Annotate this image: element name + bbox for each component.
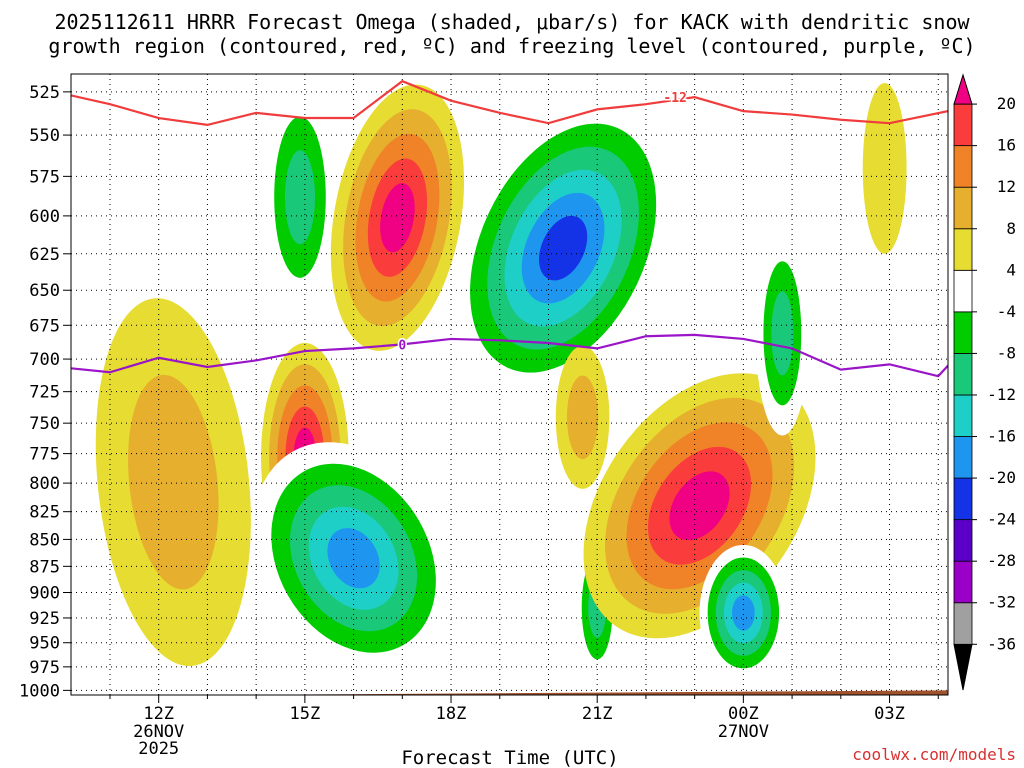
colorbar-box [953, 436, 973, 479]
colorbar-box [953, 477, 973, 521]
colorbar-label: -36 [987, 634, 1016, 653]
y-tick-label: 825 [29, 503, 60, 523]
omega-region-band-15z-upper [263, 82, 337, 312]
freezing-contour-label: 0 [398, 338, 406, 353]
terrain-strip [71, 690, 948, 695]
omega-region-rise-02z [862, 82, 907, 254]
x-tick-label: 03Z [874, 704, 905, 724]
freezing-contour [71, 333, 948, 378]
credit-text: coolwx.com/models [852, 745, 1016, 764]
x-tick-date: 27NOV [718, 722, 769, 742]
omega-contour-level [380, 183, 415, 253]
x-tick-label: 18Z [436, 704, 467, 724]
colorbar-label: 8 [1006, 219, 1016, 238]
colorbar-box [953, 602, 973, 645]
colorbar-box [953, 269, 973, 313]
omega-region-sink-16z [252, 442, 455, 675]
colorbar-label: -8 [997, 343, 1016, 362]
y-tick-label: 850 [29, 530, 60, 550]
y-tick-label: 650 [29, 281, 60, 301]
y-tick-label: 775 [29, 445, 60, 465]
y-tick-label: 675 [29, 316, 60, 336]
omega-region-sink-00z-upper [755, 231, 810, 436]
omega-region-band-17z-upper [330, 84, 465, 351]
omega-region-sink-20z [452, 100, 674, 396]
x-tick-label: 12Z [143, 704, 174, 724]
y-tick-label: 975 [29, 658, 60, 678]
colorbar-box [953, 145, 973, 188]
y-tick-label: 525 [29, 83, 60, 103]
x-tick-label: 15Z [290, 704, 321, 724]
omega-contour-level [128, 374, 219, 590]
omega-contour-level [771, 291, 794, 376]
x-tick-date: 26NOV [133, 722, 184, 742]
y-tick-label: 725 [29, 383, 60, 403]
colorbar-box [953, 186, 973, 230]
omega-contour-level [566, 375, 599, 460]
omega-region-sink-00z [699, 544, 788, 682]
omega-region-early-rise-12z [95, 298, 251, 667]
colorbar-box [953, 560, 973, 604]
omega-contour-level [284, 150, 316, 245]
colorbar-label: -32 [987, 593, 1016, 612]
colorbar-label: 16 [997, 136, 1016, 155]
colorbar-triangle-high [953, 73, 973, 105]
omega-contour-level [862, 82, 907, 254]
omega-contour-level [669, 471, 730, 541]
colorbar-label: 20 [997, 94, 1016, 113]
y-tick-label: 750 [29, 414, 60, 434]
colorbar-label: -12 [987, 385, 1016, 404]
colorbar: -36 -32 -28 -24 -20 -16 -12 -8 -4 4 8 12 16 20 [953, 73, 1016, 691]
colorbar-box [953, 519, 973, 562]
colorbar-box [953, 228, 973, 271]
y-tick-label: 600 [29, 207, 60, 227]
colorbar-label: -28 [987, 551, 1016, 570]
omega-contour-level [327, 528, 380, 589]
omega-contour-level [538, 215, 588, 281]
y-tick-label: 700 [29, 350, 60, 370]
x-tick-label: 00Z [728, 704, 759, 724]
chart-title-line2: growth region (contoured, red, ºC) and f… [48, 34, 975, 58]
colorbar-label: -4 [997, 302, 1016, 321]
omega-region-sink-04z [879, 471, 948, 682]
colorbar-box [953, 103, 973, 147]
colorbar-label: -20 [987, 468, 1016, 487]
y-tick-label: 900 [29, 584, 60, 604]
y-tick-label: 875 [29, 557, 60, 577]
omega-contour-level [879, 471, 948, 682]
colorbar-box [953, 394, 973, 437]
omega-contour-level [731, 595, 755, 631]
dendritic-contour [71, 79, 948, 127]
colorbar-label: -16 [987, 427, 1016, 446]
y-tick-label: 625 [29, 245, 60, 265]
colorbar-box [953, 311, 973, 354]
x-tick-year: 2025 [138, 739, 179, 759]
y-tick-label: 575 [29, 167, 60, 187]
colorbar-label: -24 [987, 510, 1016, 529]
x-tick-label: 21Z [582, 704, 613, 724]
y-tick-label: 950 [29, 634, 60, 654]
plot-frame [70, 73, 949, 696]
colorbar-box [953, 353, 973, 396]
omega-region-rise-21z [555, 345, 610, 489]
x-axis-title: Forecast Time (UTC) [401, 747, 618, 768]
y-tick-label: 550 [29, 126, 60, 146]
colorbar-label: 12 [997, 177, 1016, 196]
chart-title-line1: 2025112611 HRRR Forecast Omega (shaded, … [54, 10, 970, 34]
dendritic-contour-label: -12 [663, 91, 686, 106]
y-tick-label: 800 [29, 474, 60, 494]
y-tick-label: 1000 [19, 681, 60, 701]
colorbar-label: 4 [1006, 260, 1016, 279]
y-tick-label: 925 [29, 609, 60, 629]
colorbar-triangle-low [953, 643, 973, 691]
